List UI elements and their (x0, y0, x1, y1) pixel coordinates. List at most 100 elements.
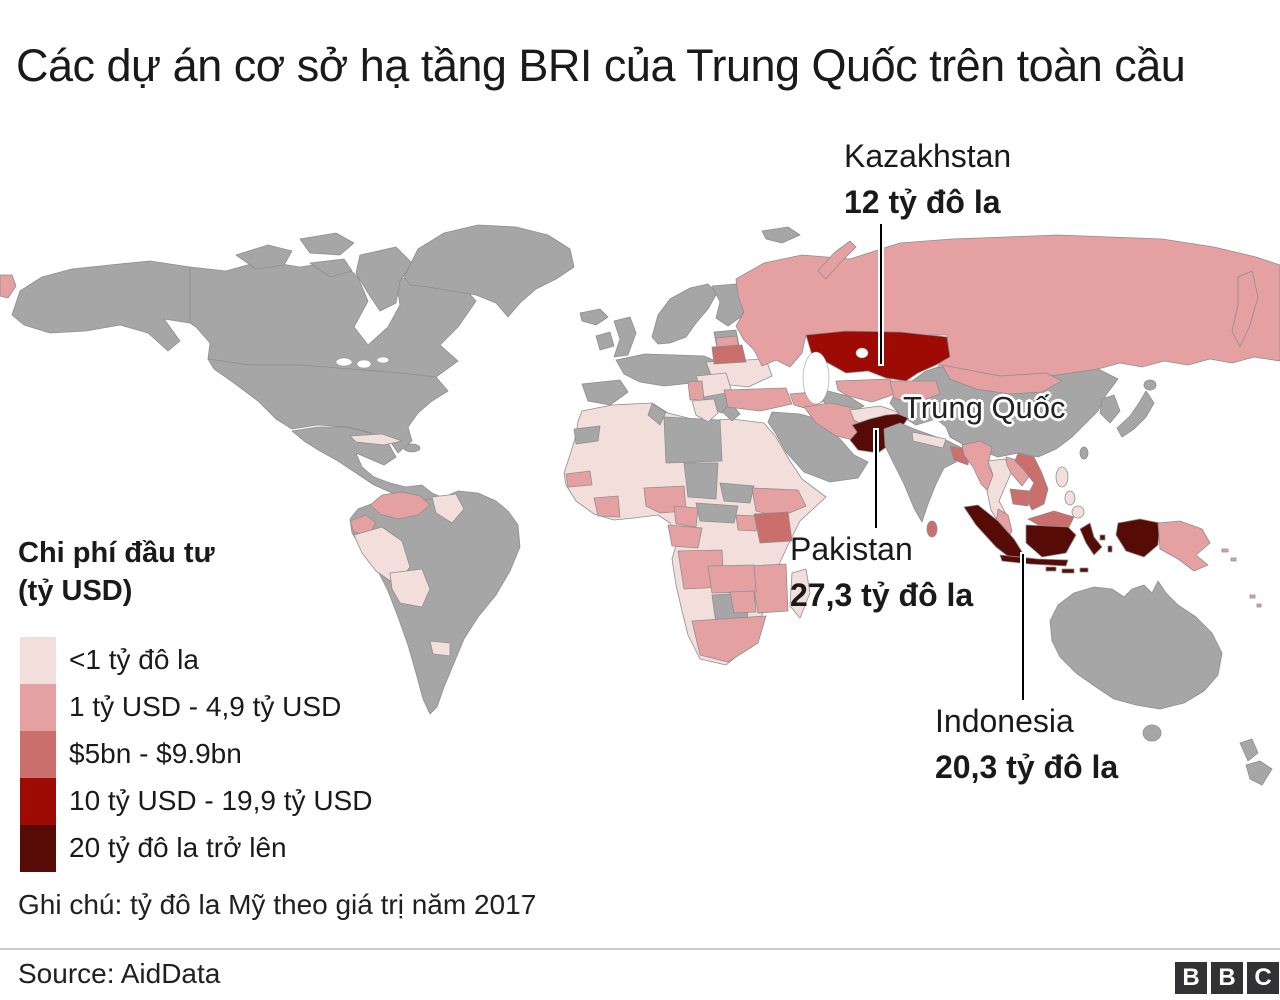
country-uzbekistan (835, 378, 899, 403)
legend-label-3: 10 tỷ USD - 19,9 tỷ USD (69, 785, 373, 817)
footer-divider (0, 948, 1280, 950)
legend-title-line1: Chi phí đầu tư (18, 537, 215, 569)
legend-item-2: $5bn - $9.9bn (20, 730, 372, 778)
country-kazakhstan (805, 330, 951, 382)
pacific-islands (1221, 548, 1262, 608)
africa (563, 402, 827, 666)
country-kenya (753, 511, 793, 544)
indonesia-java (999, 554, 1069, 567)
island-hispaniola (403, 443, 421, 453)
indonesia-leader-line (1022, 554, 1024, 700)
indonesia-sumatra (963, 504, 1025, 562)
legend-rows: <1 tỷ đô la 1 tỷ USD - 4,9 tỷ USD $5bn - $… (20, 636, 373, 872)
country-mozambique (749, 563, 789, 614)
country-svalbard (761, 226, 801, 244)
great-lake-3 (376, 356, 390, 364)
country-greece (691, 398, 719, 423)
china-map-label: Trung Quốc (903, 390, 1066, 425)
country-serbia (687, 380, 705, 401)
bbc-logo-block-2: C (1247, 962, 1279, 994)
country-zimbabwe (729, 590, 757, 614)
page-title: Các dự án cơ sở hạ tầng BRI của Trung Qu… (16, 40, 1186, 92)
legend-label-4: 20 tỷ đô la trở lên (69, 832, 287, 864)
pakistan-leader-line (875, 430, 877, 528)
country-cuba (349, 433, 403, 446)
japan-hokkaido (1143, 379, 1157, 391)
country-ireland (595, 331, 615, 351)
legend-swatch-1 (20, 683, 56, 731)
country-vietnam (1014, 452, 1049, 511)
country-philippines (1055, 466, 1085, 519)
annotation-pakistan-value: 27,3 tỷ đô la (790, 577, 974, 613)
legend-title-line2: (tỷ USD) (18, 575, 133, 608)
annotation-indonesia-name: Indonesia (935, 703, 1074, 739)
country-guyana-suriname (431, 493, 465, 524)
legend-swatch-3 (20, 777, 56, 825)
legend-item-1: 1 tỷ USD - 4,9 tỷ USD (20, 683, 372, 731)
country-venezuela (369, 491, 431, 520)
country-sri-lanka (926, 520, 938, 538)
country-south-africa (691, 615, 767, 663)
legend: Chi phí đầu tư (tỷ USD) <1 tỷ đô la 1 tỷ … (18, 534, 372, 872)
legend-item-0: <1 tỷ đô la (20, 636, 372, 684)
russia-novaya-zemlya (817, 240, 857, 280)
country-korea (1099, 394, 1121, 424)
legend-label-1: 1 tỷ USD - 4,9 tỷ USD (69, 691, 342, 723)
country-new-zealand (1239, 738, 1273, 786)
country-iceland (579, 308, 609, 326)
country-car (695, 502, 739, 524)
country-japan (1116, 390, 1155, 438)
great-lake-1 (335, 357, 353, 367)
great-lake-2 (356, 359, 372, 369)
indonesia-papua (1115, 518, 1161, 558)
annotation-kazakhstan-name: Kazakhstan (844, 138, 1012, 174)
russia-kamchatka (1231, 270, 1259, 348)
legend-label-0: <1 tỷ đô la (69, 644, 199, 676)
country-uk (613, 316, 637, 358)
country-alaska (11, 260, 191, 352)
country-mexico-central-america (291, 426, 447, 508)
country-libya (663, 416, 723, 464)
country-cambodia (1009, 488, 1031, 507)
annotation-kazakhstan: Kazakhstan 12 tỷ đô la (844, 133, 1011, 225)
country-chad (683, 462, 719, 500)
kazakhstan-leader-line (880, 224, 882, 364)
annotation-pakistan-name: Pakistan (790, 531, 913, 567)
country-scandinavia (651, 283, 718, 345)
indonesia-small-islands (1045, 534, 1113, 574)
bbc-logo-block-1: B (1211, 962, 1243, 994)
legend-item-4: 20 tỷ đô la trở lên (20, 824, 372, 872)
world-map (0, 224, 1280, 786)
source-credit: Source: AidData (18, 958, 221, 989)
country-uganda (735, 514, 759, 532)
legend-item-3: 10 tỷ USD - 19,9 tỷ USD (20, 777, 373, 825)
russia-chukotka-west (0, 274, 17, 299)
country-madagascar (789, 568, 811, 619)
asia (0, 234, 1280, 608)
country-australia (1049, 580, 1223, 710)
indonesia-kalimantan (1025, 524, 1077, 558)
country-greenland (403, 224, 575, 318)
indonesia-sulawesi (1079, 522, 1103, 556)
annotation-kazakhstan-value: 12 tỷ đô la (844, 184, 1001, 220)
country-western-sahara (573, 425, 601, 445)
country-cameroon (673, 505, 699, 528)
country-tunisia (647, 403, 667, 426)
country-taiwan (1079, 446, 1089, 460)
annotation-pakistan: Pakistan 27,3 tỷ đô la (790, 526, 973, 618)
footnote: Ghi chú: tỷ đô la Mỹ theo giá trị năm 20… (18, 889, 537, 920)
country-kyrgyzstan-tajikistan (889, 380, 941, 405)
annotation-indonesia-value: 20,3 tỷ đô la (935, 749, 1119, 785)
country-south-sudan (719, 482, 755, 504)
country-turkey (723, 387, 793, 412)
legend-swatch-2 (20, 730, 56, 778)
annotation-indonesia: Indonesia 20,3 tỷ đô la (935, 698, 1118, 790)
country-congo-gabon (667, 524, 703, 549)
south-america (349, 433, 521, 715)
caspian-sea (802, 351, 830, 405)
legend-title: Chi phí đầu tư (tỷ USD) (18, 534, 372, 611)
country-russia (735, 234, 1280, 380)
north-america (11, 224, 609, 508)
australia-tasmania (1142, 724, 1162, 742)
